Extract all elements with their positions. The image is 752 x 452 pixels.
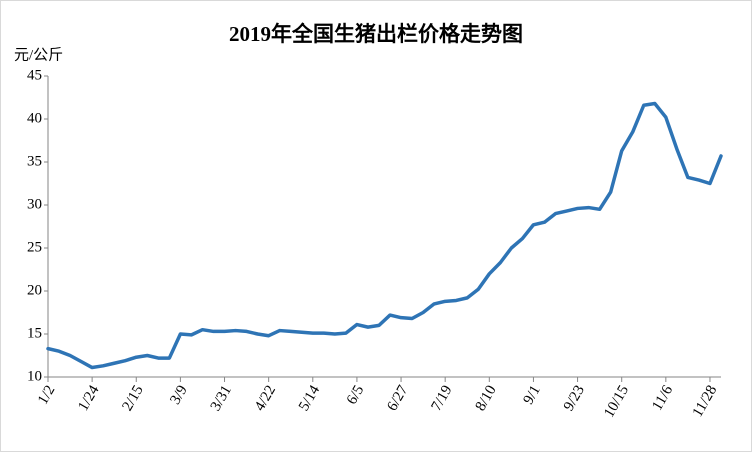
y-tick-label: 40 [27,110,42,126]
y-axis-label: 元/公斤 [14,46,63,63]
chart-title: 2019年全国生猪出栏价格走势图 [229,22,523,46]
y-tick-label: 45 [27,67,42,83]
y-tick-label: 25 [27,239,42,255]
y-tick-label: 30 [27,196,42,212]
y-tick-label: 35 [27,153,42,169]
y-tick-label: 20 [27,282,42,298]
y-tick-label: 10 [27,368,42,384]
y-tick-label: 15 [27,325,42,341]
price-line [46,101,723,370]
